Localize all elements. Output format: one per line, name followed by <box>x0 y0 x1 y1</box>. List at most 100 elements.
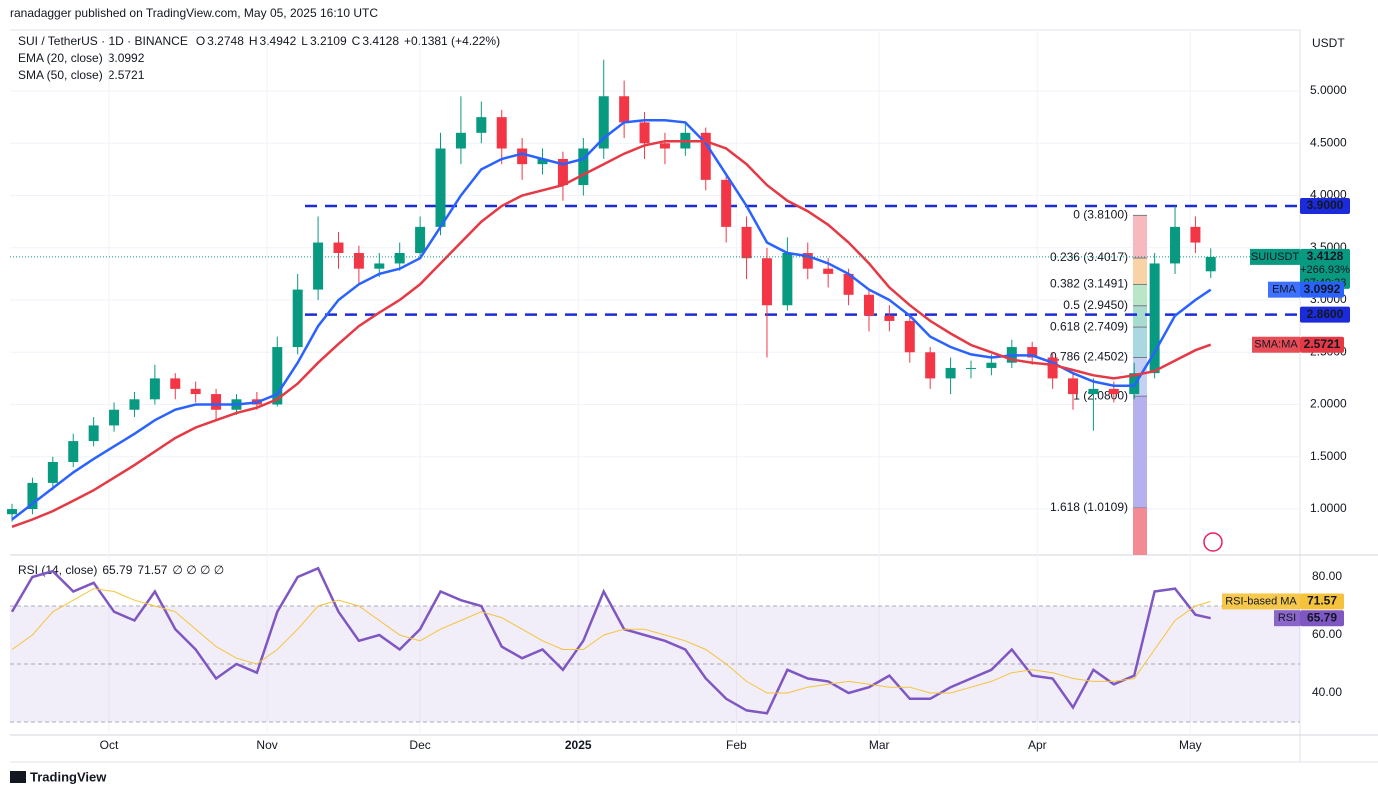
candle-body <box>925 352 936 379</box>
series-value-tag <box>1300 281 1344 298</box>
candle-body <box>109 409 120 426</box>
candle-body <box>211 394 222 410</box>
fib-zone <box>1133 215 1147 259</box>
currency: USDT <box>1312 36 1345 50</box>
candle-body <box>700 132 711 180</box>
fib-label: 0.236 (3.4017) <box>1050 250 1128 264</box>
fib-label: 0.786 (2.4502) <box>1050 350 1128 364</box>
candle-body <box>945 367 956 379</box>
legend-text: 65.79 <box>102 563 132 577</box>
candle-body <box>394 252 405 264</box>
x-tick-label: Nov <box>256 738 277 752</box>
rsi-tick-label: 80.00 <box>1312 569 1342 583</box>
last-price-tag <box>1300 248 1350 289</box>
legend-text: H <box>249 34 258 48</box>
candle-body <box>88 425 99 442</box>
legend-text: O <box>196 34 205 48</box>
y-tick-label: 1.5000 <box>1310 449 1347 463</box>
candle-body <box>823 268 834 274</box>
candle-body <box>659 143 670 149</box>
candle-body <box>578 148 589 186</box>
candle-body <box>129 399 140 410</box>
candle-body <box>47 461 58 483</box>
legend-text: 3.4128 <box>362 34 399 48</box>
symbol-tag <box>1250 248 1300 265</box>
candle-body <box>1068 378 1079 395</box>
price-tag <box>1300 306 1350 323</box>
candle-body <box>761 258 772 306</box>
candle-body <box>1108 388 1119 395</box>
candle-body <box>7 509 18 515</box>
legend-text: 2.5721 <box>108 68 145 82</box>
candle-body <box>353 252 364 269</box>
candle-body <box>1190 226 1201 243</box>
y-tick-label: 1.0000 <box>1310 501 1347 515</box>
rsi-line <box>11 588 1211 694</box>
series-name: EMA <box>1272 284 1297 296</box>
fib-zone <box>1133 258 1147 285</box>
publisher: ranadagger published on TradingView.com,… <box>10 6 378 20</box>
series-name-tag <box>1222 593 1300 610</box>
candle-body <box>884 315 895 321</box>
price-tag-label: 3.9000 <box>1307 198 1344 212</box>
price-tag <box>1300 197 1350 214</box>
legend-text: SMA (50, close) <box>18 68 103 82</box>
candle-body <box>476 117 487 133</box>
x-tick-label: Oct <box>100 738 119 752</box>
candle-body <box>68 441 79 462</box>
series-value: 71.57 <box>1307 594 1337 608</box>
legend-text: 3.0992 <box>108 51 145 65</box>
candle-body <box>149 378 160 400</box>
series-name-tag <box>1252 336 1300 353</box>
candle-body <box>639 122 650 144</box>
rsi-line <box>10 566 1211 715</box>
legend-text: +0.1381 (+4.22%) <box>404 34 500 48</box>
candle-body <box>537 158 548 165</box>
candle-body <box>598 96 609 149</box>
legend-text: EMA (20, close) <box>18 51 103 65</box>
legend-text: 3.2748 <box>207 34 244 48</box>
candle-body <box>170 378 181 389</box>
series-name: RSI-based MA <box>1225 595 1297 607</box>
candle-body <box>1088 388 1099 395</box>
last-change: +266.93% <box>1300 264 1350 276</box>
legend-text: 3.2109 <box>310 34 347 48</box>
candle-body <box>27 482 38 510</box>
alert-icon <box>1203 532 1223 552</box>
legend-text: 71.57 <box>137 563 167 577</box>
legend-text: ∅ ∅ ∅ ∅ <box>172 563 224 577</box>
x-tick-label: Apr <box>1028 738 1047 752</box>
fib-label: 1.618 (1.0109) <box>1050 500 1128 514</box>
legend: SUI / TetherUS · 1D · BINANCE O 3.2748 H 3.4… <box>18 34 500 577</box>
legend-text: 3.4942 <box>260 34 297 48</box>
series-name: SMA:MA <box>1254 339 1298 351</box>
candle-body <box>333 242 344 253</box>
fib-zone <box>1133 284 1147 306</box>
candle-body <box>292 289 303 348</box>
ma-line <box>11 119 1212 521</box>
candle-body <box>517 148 528 165</box>
fib-label: 0.382 (3.1491) <box>1050 277 1128 291</box>
fib-zone <box>1133 305 1147 328</box>
candle-body <box>313 242 324 290</box>
series-value-tag <box>1300 593 1344 610</box>
series-name-tag <box>1274 610 1300 627</box>
candle-body <box>496 117 507 149</box>
x-tick-label: Dec <box>409 738 430 752</box>
x-tick-label: 2025 <box>565 738 592 752</box>
legend-text: L <box>301 34 308 48</box>
fib-label: 0.618 (2.7409) <box>1050 319 1128 333</box>
fib-zone <box>1133 396 1147 508</box>
candle-body <box>1047 357 1058 379</box>
series-value-tag <box>1300 336 1344 353</box>
symbol-tag-label: SUIUSDT <box>1251 251 1300 263</box>
series-value: 2.5721 <box>1304 337 1341 351</box>
y-tick-label: 4.5000 <box>1310 135 1347 149</box>
candle-body <box>1027 347 1038 358</box>
y-tick-label: 2.0000 <box>1310 397 1347 411</box>
candle-body <box>190 388 201 395</box>
candle-body <box>415 226 426 253</box>
ma-line <box>11 139 1212 528</box>
brand: TradingView <box>30 769 107 784</box>
